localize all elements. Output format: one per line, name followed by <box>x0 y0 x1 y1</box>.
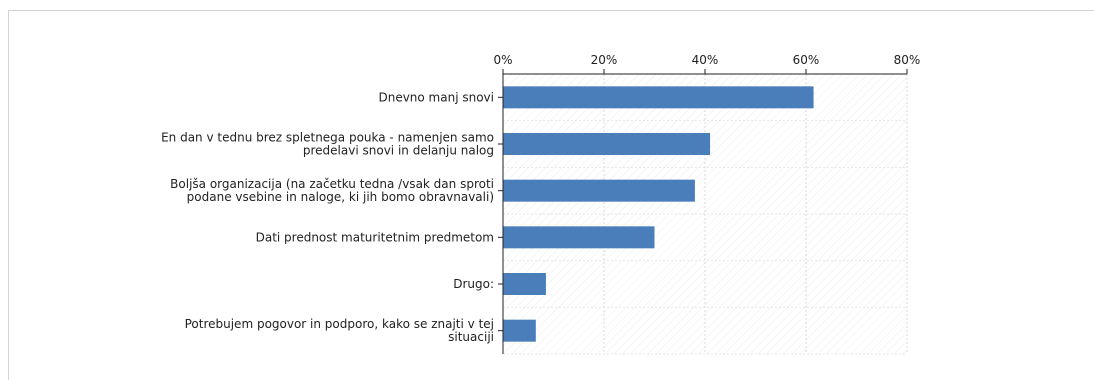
axes <box>498 69 908 354</box>
category-label: Boljša organizacija (na začetku tedna /v… <box>170 177 494 204</box>
bars <box>503 86 814 342</box>
x-tick-label: 0% <box>493 53 512 67</box>
x-tick-label: 20% <box>591 53 618 67</box>
chart-frame <box>8 10 1094 380</box>
bar <box>503 319 536 342</box>
x-tick-label: 60% <box>793 53 820 67</box>
category-label: En dan v tednu brez spletnega pouka - na… <box>161 131 494 158</box>
bar <box>503 133 711 155</box>
gridlines <box>503 74 908 355</box>
category-label: Drugo: <box>453 277 494 291</box>
category-labels: Dnevno manj snovi En dan v tednu brez spl… <box>161 90 494 344</box>
x-tick-labels: 0% 20% 40% 60% 80% <box>493 53 920 67</box>
category-label: Dnevno manj snovi <box>378 90 494 104</box>
x-tick-label: 40% <box>692 53 719 67</box>
category-label: Potrebujem pogovor in podporo, kako se z… <box>185 317 494 344</box>
bar <box>503 86 814 109</box>
x-tick-label: 80% <box>894 53 921 67</box>
bar <box>503 179 695 202</box>
category-label: Dati prednost maturitetnim predmetom <box>256 230 494 244</box>
bar <box>503 273 546 295</box>
bar <box>503 226 655 249</box>
